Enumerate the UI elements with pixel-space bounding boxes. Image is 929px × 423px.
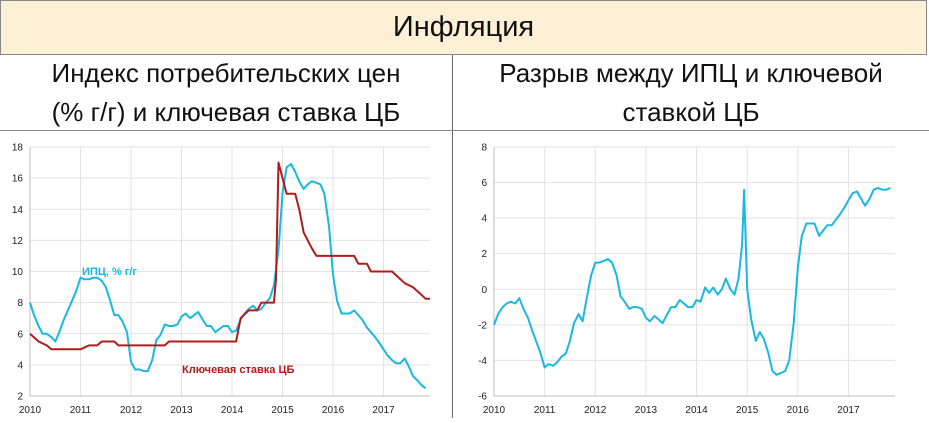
cpi-rate-chart-svg: 2 4 6 8 10 12 14 16 18 2010 2011 2012 2013 2014 2015 20… — [12, 143, 430, 416]
series-annotation: ИПЦ, % г/г — [82, 266, 137, 278]
panel-divider — [452, 131, 453, 418]
panel-title-gap: Разрыв между ИПЦ и ключевой ставкой ЦБ — [453, 55, 929, 131]
x-tick-label: 2015 — [271, 405, 294, 416]
series-annotation: Ключевая ставка ЦБ — [182, 364, 294, 376]
y-tick-label: 6 — [481, 178, 487, 189]
panel-title-line: Разрыв между ИПЦ и ключевой — [499, 57, 883, 88]
y-tick-label: 18 — [12, 143, 24, 154]
y-tick-label: 12 — [12, 236, 24, 247]
y-tick-label: 6 — [17, 329, 23, 340]
y-tick-label: 10 — [12, 267, 24, 278]
page-title: Инфляция — [0, 0, 927, 55]
cpi-rate-chart: 2 4 6 8 10 12 14 16 18 2010 2011 2012 2013 2014 2015 20… — [0, 133, 452, 418]
y-tick-label: 8 — [481, 143, 487, 154]
x-tick-label: 2010 — [483, 405, 506, 416]
x-tick-label: 2013 — [170, 405, 193, 416]
gap-chart: -6 -4 -2 0 2 4 6 8 2010 2011 2012 2013 2014 2015 2016 2… — [454, 133, 929, 418]
panel-title-line: (% г/г) и ключевая ставка ЦБ — [51, 96, 401, 127]
y-tick-label: 14 — [12, 205, 24, 216]
panel-title-cpi: Индекс потребительских цен (% г/г) и клю… — [0, 55, 453, 131]
x-tick-label: 2017 — [837, 405, 860, 416]
y-tick-label: 2 — [481, 249, 487, 260]
series-line-secondary — [29, 161, 430, 351]
x-tick-label: 2014 — [685, 405, 708, 416]
gap-chart-svg: -6 -4 -2 0 2 4 6 8 2010 2011 2012 2013 2014 2015 2016 2… — [478, 143, 895, 416]
y-tick-label: -2 — [478, 320, 487, 331]
x-tick-label: 2016 — [787, 405, 810, 416]
x-tick-label: 2010 — [19, 405, 42, 416]
x-tick-label: 2016 — [322, 405, 345, 416]
x-tick-label: 2013 — [635, 405, 658, 416]
y-tick-label: -6 — [478, 392, 487, 403]
panel-title-line: Индекс потребительских цен — [51, 57, 401, 88]
panel-title-line: ставкой ЦБ — [622, 96, 760, 127]
x-tick-label: 2014 — [221, 405, 244, 416]
y-tick-label: 8 — [17, 298, 23, 309]
x-tick-label: 2011 — [70, 405, 92, 416]
y-tick-label: 4 — [17, 360, 23, 371]
series-line-primary — [29, 163, 427, 389]
series-line-primary — [493, 186, 891, 376]
y-tick-label: 2 — [17, 392, 23, 403]
y-tick-label: 4 — [481, 214, 487, 225]
x-tick-label: 2012 — [120, 405, 143, 416]
x-tick-label: 2017 — [372, 405, 395, 416]
x-tick-label: 2012 — [584, 405, 607, 416]
x-tick-label: 2015 — [736, 405, 759, 416]
x-tick-label: 2011 — [534, 405, 556, 416]
y-tick-label: 0 — [481, 285, 487, 296]
y-tick-label: 16 — [12, 174, 24, 185]
y-tick-label: -4 — [478, 356, 487, 367]
